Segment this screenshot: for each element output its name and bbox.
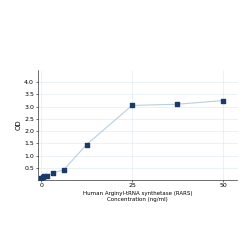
Point — [45, 174, 49, 178]
Point — [176, 102, 180, 106]
Point — [62, 168, 66, 172]
X-axis label: Human Arginyl-tRNA synthetase (RARS)
Concentration (ng/ml): Human Arginyl-tRNA synthetase (RARS) Con… — [83, 191, 192, 202]
Point — [42, 174, 46, 178]
Point — [221, 98, 225, 102]
Point — [84, 142, 88, 146]
Point — [40, 175, 44, 179]
Y-axis label: OD: OD — [16, 120, 22, 130]
Point — [130, 104, 134, 108]
Point — [39, 176, 43, 180]
Point — [50, 171, 54, 175]
